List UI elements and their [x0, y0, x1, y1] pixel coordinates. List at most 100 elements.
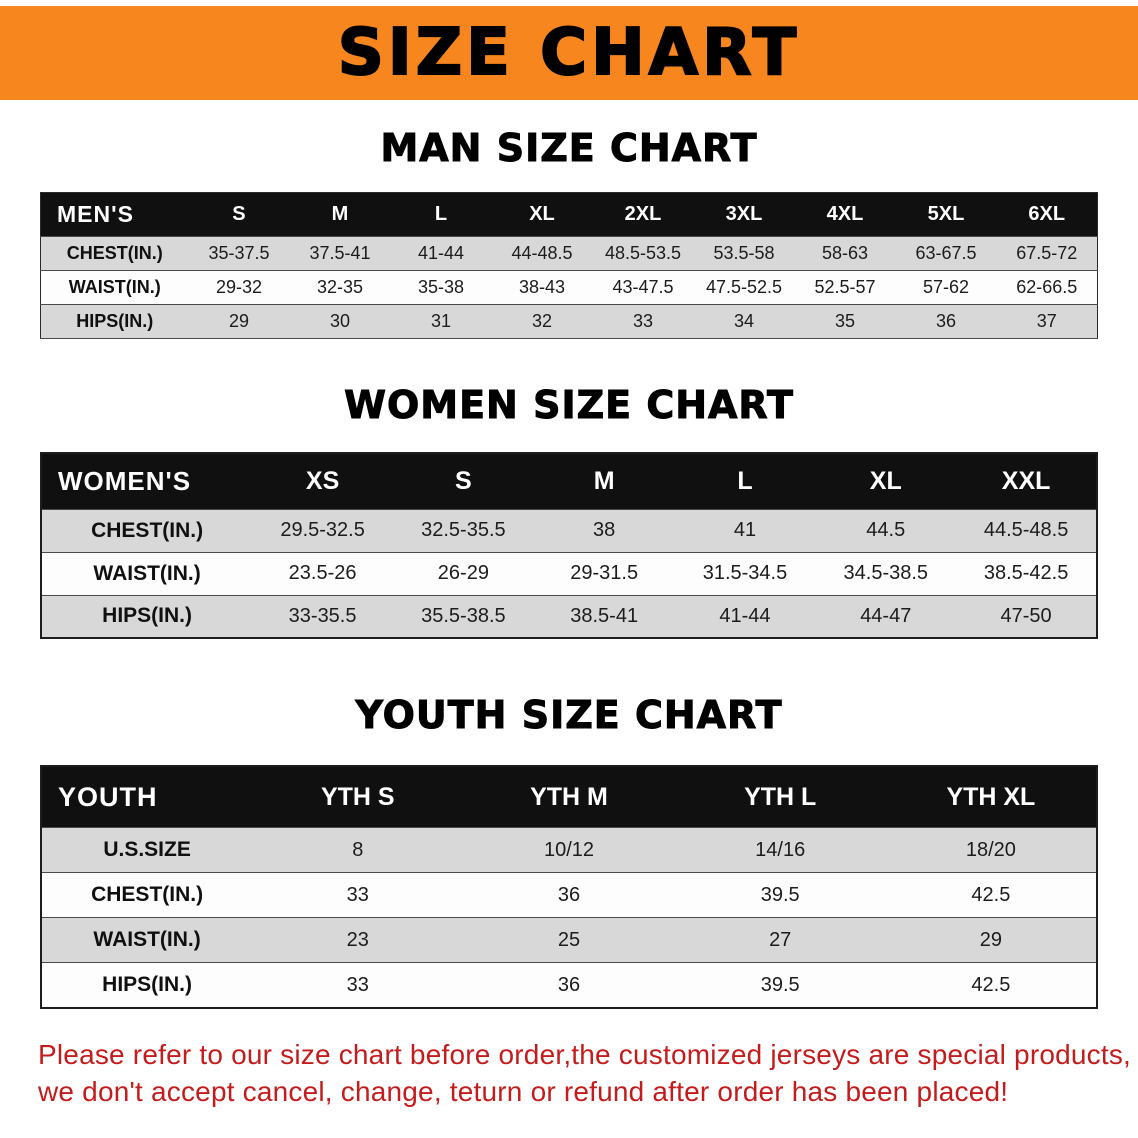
size-value-cell: 14/16	[755, 838, 806, 861]
row-label-cell: HIPS(IN.)	[102, 604, 193, 628]
page-title: SIZE CHART	[337, 16, 801, 90]
man-size-chart-section: MAN SIZE CHART MEN'S S M L XL 2XL 3XL 4XL 5XL 6XL…	[0, 126, 1138, 339]
size-value-cell: 41-44	[417, 242, 464, 263]
size-value-cell: 47-50	[1000, 604, 1052, 627]
size-column-header: 5XL	[927, 202, 965, 225]
size-value-cell: 63-67.5	[915, 242, 977, 263]
size-value-cell: 23	[346, 928, 369, 951]
size-column-header: 2XL	[624, 202, 662, 225]
size-value-cell: 67.5-72	[1016, 242, 1078, 263]
row-label-cell: HIPS(IN.)	[102, 973, 193, 997]
size-value-cell: 18/20	[965, 838, 1016, 861]
size-value-cell: 38	[593, 519, 616, 542]
size-value-cell: 29	[228, 310, 249, 331]
measurement-row: CHEST(IN.) 29.5-32.5 32.5-35.5 38 41 44.5 44.5…	[41, 509, 1097, 553]
size-value-cell: 32	[531, 310, 552, 331]
size-column-header: S	[232, 202, 246, 225]
size-value-cell: 26-29	[437, 562, 489, 585]
banner: SIZE CHART	[0, 6, 1138, 100]
size-value-cell: 38.5-42.5	[983, 562, 1069, 585]
size-column-header: XL	[869, 466, 902, 495]
size-value-cell: 47.5-52.5	[705, 276, 782, 297]
size-value-cell: 43-47.5	[612, 276, 674, 297]
women-size-chart-section: WOMEN SIZE CHART WOMEN'S XS S M L XL XXL CHEST(…	[0, 382, 1138, 640]
size-column-header: YTH L	[744, 782, 817, 811]
size-value-cell: 36	[557, 973, 581, 996]
header-row: YOUTH YTH S YTH M YTH L YTH XL	[41, 765, 1097, 828]
size-value-cell: 62-66.5	[1016, 276, 1078, 297]
table-title-cell: MEN'S	[57, 200, 134, 227]
size-value-cell: 44.5	[866, 519, 906, 542]
size-column-header: YTH S	[320, 782, 395, 811]
footer-notice: Please refer to our size chart before or…	[38, 1037, 1132, 1111]
size-value-cell: 29	[979, 928, 1003, 951]
youth-size-chart-section: YOUTH SIZE CHART YOUTH YTH S YTH M YTH L YTH…	[0, 693, 1138, 1009]
size-value-cell: 52.5-57	[814, 276, 876, 297]
size-value-cell: 31	[430, 310, 451, 331]
size-column-header: XS	[305, 466, 340, 495]
size-value-cell: 30	[329, 310, 350, 331]
row-label-cell: CHEST(IN.)	[91, 883, 204, 907]
table-body: CHEST(IN.) 29.5-32.5 32.5-35.5 38 41 44.5 44.5…	[41, 509, 1097, 639]
men-size-table: MEN'S S M L XL 2XL 3XL 4XL 5XL 6XL CHEST(IN.) 35-37…	[40, 191, 1098, 339]
measurement-row: WAIST(IN.) 23.5-26 26-29 29-31.5 31.5-34.5 34…	[41, 552, 1097, 596]
size-value-cell: 33	[632, 310, 653, 331]
size-value-cell: 42.5	[971, 883, 1011, 906]
size-value-cell: 37.5-41	[309, 242, 371, 263]
table-body: U.S.SIZE 8 10/12 14/16 18/20 CHEST(IN.) 33 36 39…	[41, 827, 1097, 1008]
table-header: YOUTH YTH S YTH M YTH L YTH XL	[41, 765, 1097, 828]
row-label-cell: CHEST(IN.)	[91, 518, 204, 542]
size-value-cell: 35	[834, 310, 855, 331]
size-value-cell: 35-38	[417, 276, 464, 297]
row-label-cell: CHEST(IN.)	[66, 242, 163, 263]
size-value-cell: 39.5	[760, 973, 800, 996]
size-value-cell: 29-31.5	[570, 562, 639, 585]
size-value-cell: 35.5-38.5	[421, 604, 506, 627]
measurement-row: WAIST(IN.) 29-32 32-35 35-38 38-43 43-47.5 47.…	[40, 270, 1098, 305]
measurement-row: U.S.SIZE 8 10/12 14/16 18/20	[41, 827, 1097, 873]
size-value-cell: 44-47	[860, 604, 912, 627]
measurement-row: WAIST(IN.) 23 25 27 29	[41, 917, 1097, 963]
size-value-cell: 42.5	[971, 973, 1011, 996]
size-value-cell: 25	[557, 928, 581, 951]
table-body: CHEST(IN.) 35-37.5 37.5-41 41-44 44-48.5 48.5…	[40, 236, 1098, 339]
size-column-header: YTH XL	[946, 782, 1036, 811]
size-column-header: M	[331, 202, 349, 225]
size-column-header: L	[434, 202, 448, 225]
size-column-header: L	[737, 466, 753, 495]
women-size-chart-heading: WOMEN SIZE CHART	[344, 382, 794, 427]
youth-size-table: YOUTH YTH S YTH M YTH L YTH XL U.S.SIZE 8 10/12…	[40, 764, 1098, 1009]
size-value-cell: 32.5-35.5	[421, 519, 506, 542]
table-title-cell: WOMEN'S	[58, 465, 192, 496]
header-row: MEN'S S M L XL 2XL 3XL 4XL 5XL 6XL	[40, 192, 1098, 237]
youth-size-chart-heading: YOUTH SIZE CHART	[355, 693, 783, 738]
size-value-cell: 34.5-38.5	[843, 562, 929, 585]
size-column-header: YTH M	[530, 782, 608, 811]
header-row: WOMEN'S XS S M L XL XXL	[41, 453, 1097, 510]
size-value-cell: 29.5-32.5	[280, 519, 365, 542]
size-value-cell: 48.5-53.5	[604, 242, 681, 263]
table-header: WOMEN'S XS S M L XL XXL	[41, 453, 1097, 510]
row-label-cell: HIPS(IN.)	[76, 310, 154, 331]
size-value-cell: 36	[935, 310, 956, 331]
measurement-row: HIPS(IN.) 33 36 39.5 42.5	[41, 962, 1097, 1008]
size-value-cell: 37	[1036, 310, 1057, 331]
size-value-cell: 41	[733, 519, 757, 542]
size-column-header: 3XL	[725, 202, 763, 225]
measurement-row: CHEST(IN.) 33 36 39.5 42.5	[41, 872, 1097, 918]
size-column-header: XL	[529, 202, 555, 225]
size-value-cell: 41-44	[719, 604, 771, 627]
size-column-header: M	[593, 466, 615, 495]
notice-line-1: Please refer to our size chart before or…	[38, 1038, 1132, 1070]
size-value-cell: 33	[346, 973, 369, 996]
size-value-cell: 53.5-58	[713, 242, 775, 263]
row-label-cell: WAIST(IN.)	[93, 928, 201, 952]
size-value-cell: 33-35.5	[288, 604, 357, 627]
size-value-cell: 57-62	[922, 276, 969, 297]
size-column-header: XXL	[1001, 466, 1051, 495]
size-value-cell: 10/12	[543, 838, 595, 861]
size-value-cell: 8	[352, 838, 364, 861]
size-value-cell: 44-48.5	[511, 242, 573, 263]
measurement-row: HIPS(IN.) 29 30 31 32 33 34 35 36 37	[40, 304, 1098, 339]
size-value-cell: 36	[557, 883, 581, 906]
